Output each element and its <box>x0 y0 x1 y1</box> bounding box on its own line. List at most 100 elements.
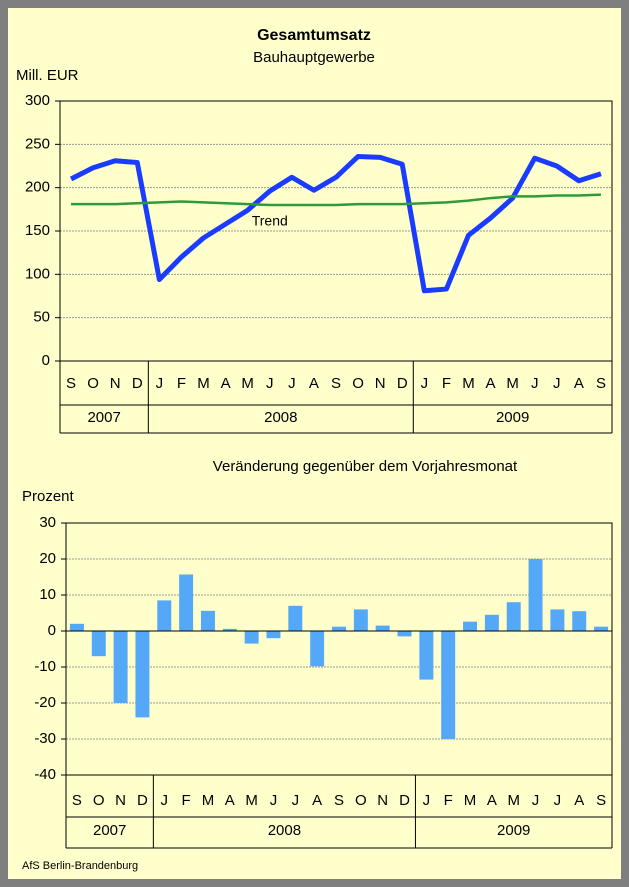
x-tick-label: F <box>177 375 186 392</box>
y-tick-label: 300 <box>25 92 50 109</box>
x-tick-label: J <box>531 375 539 392</box>
y-tick-label: -20 <box>34 694 56 711</box>
y-tick-label: -30 <box>34 730 56 747</box>
x-tick-label: S <box>72 792 82 809</box>
bar <box>572 611 587 631</box>
x-tick-label: M <box>202 792 215 809</box>
x-tick-label: M <box>245 792 258 809</box>
x-group-label: 2009 <box>496 409 529 426</box>
x-tick-label: O <box>352 375 364 392</box>
y-axis-label: Mill. EUR <box>16 67 79 84</box>
bar <box>353 609 368 631</box>
series-label: Trend <box>252 213 288 229</box>
x-tick-label: J <box>156 375 164 392</box>
plot-frame <box>59 100 613 362</box>
x-tick-label: F <box>442 375 451 392</box>
x-tick-label: F <box>182 792 191 809</box>
x-tick-label: A <box>309 375 319 392</box>
bar <box>506 602 521 631</box>
y-tick-label: 0 <box>48 622 56 639</box>
x-tick-label: A <box>225 792 235 809</box>
x-tick-label: O <box>355 792 367 809</box>
y-tick-label: 30 <box>39 514 56 531</box>
x-tick-label: A <box>312 792 322 809</box>
x-tick-label: S <box>66 375 76 392</box>
x-tick-label: D <box>399 792 410 809</box>
bar <box>528 559 543 631</box>
line <box>71 193 602 207</box>
x-tick-label: D <box>132 375 143 392</box>
x-tick-label: M <box>241 375 254 392</box>
x-tick-label: S <box>334 792 344 809</box>
x-tick-label: F <box>444 792 453 809</box>
x-group-label: 2008 <box>264 409 297 426</box>
x-tick-label: J <box>270 792 278 809</box>
bar <box>91 631 106 657</box>
x-group-label: 2008 <box>268 822 301 839</box>
x-tick-label: J <box>161 792 169 809</box>
y-tick-label: -40 <box>34 766 56 783</box>
x-tick-label: D <box>397 375 408 392</box>
footer: AfS Berlin-Brandenburg <box>22 860 138 872</box>
x-tick-label: A <box>487 792 497 809</box>
bar <box>288 605 303 631</box>
x-tick-label: J <box>421 375 429 392</box>
x-group-label: 2007 <box>87 409 120 426</box>
bar <box>157 600 172 631</box>
bar <box>463 621 478 631</box>
chart-title: Gesamtumsatz <box>257 27 371 44</box>
x-tick-label: N <box>375 375 386 392</box>
x-tick-label: O <box>93 792 105 809</box>
x-tick-label: A <box>574 792 584 809</box>
x-tick-label: J <box>288 375 296 392</box>
bar <box>375 625 390 631</box>
x-tick-label: M <box>507 792 520 809</box>
x-tick-label: M <box>462 375 475 392</box>
bar <box>179 574 194 631</box>
line <box>69 153 602 294</box>
bar <box>135 631 150 718</box>
y-tick-label: 0 <box>42 352 50 369</box>
x-tick-label: D <box>137 792 148 809</box>
x-tick-label: J <box>266 375 274 392</box>
x-tick-label: A <box>486 375 496 392</box>
x-group-label: 2009 <box>497 822 530 839</box>
y-tick-label: 100 <box>25 265 50 282</box>
bar <box>419 631 434 680</box>
x-tick-label: J <box>532 792 540 809</box>
x-group-label: 2007 <box>93 822 126 839</box>
x-tick-label: M <box>506 375 519 392</box>
x-tick-label: S <box>596 792 606 809</box>
y-tick-label: 20 <box>39 550 56 567</box>
x-tick-label: J <box>553 375 561 392</box>
background <box>8 8 621 879</box>
y-tick-label: -10 <box>34 658 56 675</box>
bar <box>310 631 325 667</box>
bar <box>113 631 128 703</box>
y-tick-label: 250 <box>25 135 50 152</box>
bar <box>441 631 456 739</box>
bar <box>244 631 259 644</box>
x-tick-label: S <box>331 375 341 392</box>
x-tick-label: A <box>574 375 584 392</box>
x-tick-label: J <box>423 792 431 809</box>
chart-subtitle: Bauhauptgewerbe <box>253 49 375 66</box>
bar <box>200 610 215 631</box>
chart-title: Veränderung gegenüber dem Vorjahresmonat <box>213 458 518 475</box>
x-tick-label: M <box>464 792 477 809</box>
bar <box>397 631 412 637</box>
bar <box>332 626 346 631</box>
bar <box>550 609 565 631</box>
y-tick-label: 50 <box>33 309 50 326</box>
x-tick-label: A <box>221 375 231 392</box>
y-tick-label: 150 <box>25 222 50 239</box>
x-tick-label: N <box>110 375 121 392</box>
x-tick-label: J <box>554 792 562 809</box>
x-tick-label: S <box>596 375 606 392</box>
x-tick-label: J <box>292 792 300 809</box>
y-tick-label: 200 <box>25 179 50 196</box>
x-tick-label: M <box>197 375 210 392</box>
plot-frame <box>65 522 613 776</box>
bar <box>484 614 499 631</box>
